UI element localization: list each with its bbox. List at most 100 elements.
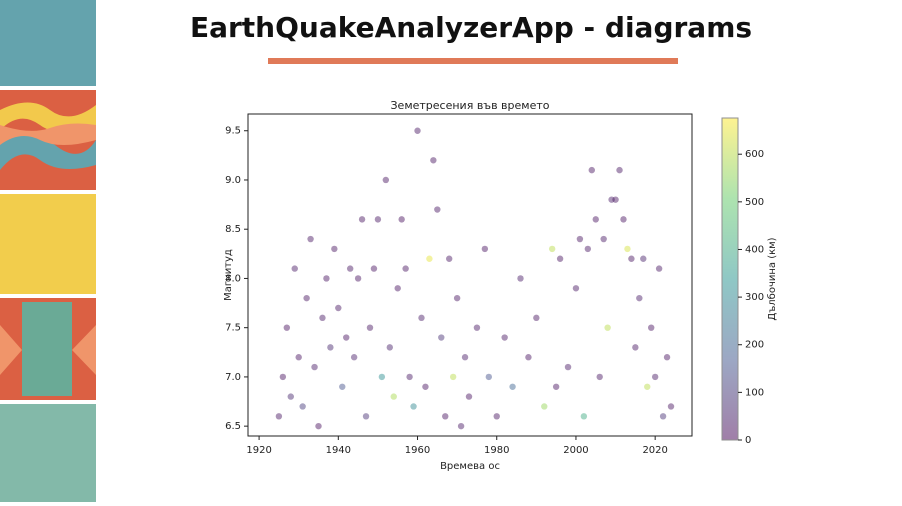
point	[612, 196, 619, 203]
y-tick-label: 7.5	[225, 323, 241, 334]
point	[548, 245, 556, 253]
x-axis-label: Времева ос	[440, 461, 500, 472]
point	[279, 373, 287, 381]
point	[588, 166, 595, 174]
colorbar-tick-label: 200	[745, 340, 764, 351]
point	[493, 413, 500, 420]
point	[608, 196, 615, 203]
title-underline	[268, 58, 678, 64]
y-tick-label: 6.5	[225, 421, 241, 432]
point	[311, 363, 318, 371]
point	[331, 245, 338, 253]
point	[406, 373, 413, 381]
point	[533, 314, 540, 322]
point	[580, 413, 588, 420]
point	[481, 245, 489, 253]
point	[596, 373, 603, 381]
point	[640, 255, 647, 262]
chart-title: Земетресения във времето	[391, 99, 550, 112]
point	[346, 265, 354, 272]
point	[465, 393, 473, 400]
point	[422, 383, 429, 390]
y-tick-label: 8.0	[225, 273, 241, 284]
point	[287, 393, 294, 400]
colorbar-tick-label: 400	[745, 244, 764, 255]
point	[457, 422, 465, 430]
point	[418, 314, 425, 322]
point	[663, 354, 671, 361]
point	[303, 294, 310, 302]
point	[374, 216, 382, 223]
point	[620, 216, 627, 223]
point	[315, 422, 322, 430]
point	[525, 354, 532, 361]
slide-title: EarthQuakeAnalyzerApp - diagrams	[190, 11, 752, 44]
point	[541, 403, 548, 410]
colorbar-tick-label: 100	[745, 387, 764, 398]
point	[275, 413, 283, 420]
point	[624, 245, 631, 253]
point	[572, 285, 580, 292]
y-axis-label: Магнитуд	[223, 249, 234, 301]
point	[449, 373, 457, 381]
point	[651, 373, 659, 381]
point	[501, 334, 508, 341]
point	[600, 235, 607, 243]
point	[390, 393, 397, 400]
point	[358, 216, 366, 223]
point	[410, 403, 417, 410]
point	[354, 275, 362, 282]
point	[584, 245, 592, 253]
colorbar	[721, 117, 739, 441]
point	[335, 304, 342, 312]
point	[343, 334, 350, 341]
point	[350, 354, 358, 361]
point	[517, 275, 524, 282]
point	[648, 324, 655, 331]
point	[644, 383, 651, 390]
point	[402, 265, 409, 272]
point	[319, 314, 326, 322]
colorbar-tick-label: 600	[745, 149, 764, 160]
point	[628, 255, 635, 262]
point	[291, 265, 298, 272]
point	[636, 294, 643, 302]
point	[461, 354, 469, 361]
x-tick-label: 1920	[246, 445, 271, 456]
point	[430, 157, 437, 164]
point	[299, 403, 306, 410]
point	[370, 265, 378, 272]
point	[564, 363, 572, 371]
y-tick-label: 8.5	[225, 224, 241, 235]
point	[398, 216, 405, 223]
point	[378, 373, 386, 381]
point	[655, 265, 663, 272]
x-tick-label: 2000	[563, 445, 588, 456]
point	[604, 324, 611, 331]
point	[307, 235, 314, 243]
colorbar-tick-label: 0	[745, 435, 751, 446]
x-tick-label: 2020	[642, 445, 667, 456]
point	[616, 166, 623, 174]
decoration	[0, 0, 96, 502]
point	[323, 275, 330, 282]
point	[485, 373, 493, 381]
point	[362, 413, 370, 420]
point	[295, 354, 302, 361]
point	[339, 383, 346, 390]
x-tick-label: 1980	[484, 445, 509, 456]
point	[576, 235, 584, 243]
point	[667, 403, 675, 410]
point	[434, 206, 441, 213]
point	[473, 324, 481, 331]
point	[386, 344, 393, 351]
point	[446, 255, 453, 262]
point	[453, 294, 461, 302]
point	[394, 285, 401, 292]
x-tick-label: 1960	[405, 445, 430, 456]
plot-frame	[247, 113, 693, 437]
point	[556, 255, 564, 262]
point	[632, 344, 639, 351]
